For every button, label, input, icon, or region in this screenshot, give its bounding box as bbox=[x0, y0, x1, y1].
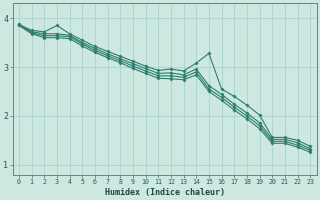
X-axis label: Humidex (Indice chaleur): Humidex (Indice chaleur) bbox=[105, 188, 225, 197]
